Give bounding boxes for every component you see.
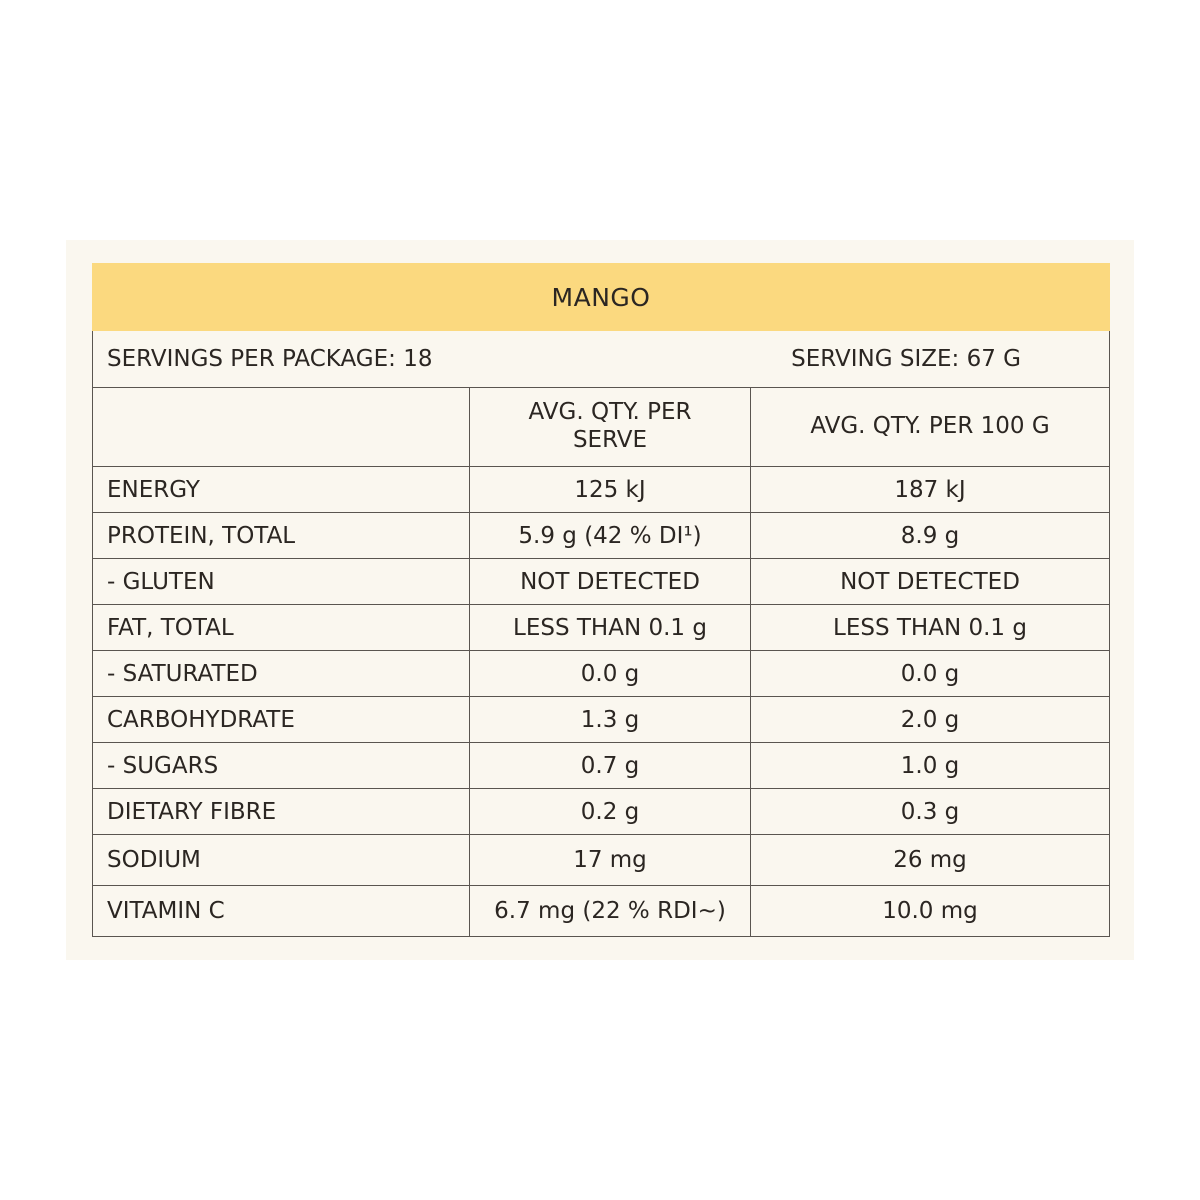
per-serve-value: 0.7 g (470, 743, 751, 788)
nutrient-name: SODIUM (93, 835, 470, 885)
per-100g-value: 0.0 g (900, 660, 960, 687)
serving-info: SERVINGS PER PACKAGE: 18 SERVING SIZE: 6… (93, 331, 1109, 388)
table-row: SODIUM 17 mg 26 mg (93, 835, 1109, 886)
nutrient-name: - GLUTEN (93, 559, 470, 604)
table-row: CARBOHYDRATE 1.3 g 2.0 g (93, 697, 1109, 743)
nutrient-name: VITAMIN C (93, 886, 470, 936)
per-100g-value: 2.0 g (900, 706, 960, 733)
per-100g-value: 1.0 g (900, 752, 960, 779)
per-serve-value: NOT DETECTED (470, 559, 751, 604)
per-100g-value: 8.9 g (900, 522, 960, 549)
per-serve-value: 5.9 g (42 % DI¹) (470, 513, 751, 558)
header-blank (93, 388, 470, 466)
per-serve-value: 1.3 g (470, 697, 751, 742)
per-serve-value: 17 mg (470, 835, 751, 885)
table-row: ENERGY 125 kJ 187 kJ (93, 467, 1109, 513)
nutrient-name: PROTEIN, TOTAL (93, 513, 470, 558)
header-per-100g: AVG. QTY. PER 100 G (810, 413, 1050, 440)
per-100g-value: 10.0 mg (882, 898, 978, 924)
product-title: MANGO (92, 263, 1110, 331)
table-row: FAT, TOTAL LESS THAN 0.1 g LESS THAN 0.1 g (93, 605, 1109, 651)
nutrition-table: MANGO SERVINGS PER PACKAGE: 18 SERVING S… (92, 263, 1110, 937)
per-serve-value: LESS THAN 0.1 g (470, 605, 751, 650)
nutrient-name: - SUGARS (93, 743, 470, 788)
per-100g-value: 187 kJ (894, 476, 966, 503)
nutrient-name: ENERGY (93, 467, 470, 512)
per-100g-value: 0.3 g (900, 798, 960, 825)
per-serve-value: 0.2 g (470, 789, 751, 834)
serving-size: SERVING SIZE: 67 G (791, 346, 1021, 372)
nutrient-name: - SATURATED (93, 651, 470, 696)
table-row: PROTEIN, TOTAL 5.9 g (42 % DI¹) 8.9 g (93, 513, 1109, 559)
nutrient-name: FAT, TOTAL (93, 605, 470, 650)
table-row: VITAMIN C 6.7 mg (22 % RDI~) 10.0 mg (93, 886, 1109, 936)
nutrient-name: DIETARY FIBRE (93, 789, 470, 834)
table-row: - SUGARS 0.7 g 1.0 g (93, 743, 1109, 789)
table-row: DIETARY FIBRE 0.2 g 0.3 g (93, 789, 1109, 835)
table-row: - GLUTEN NOT DETECTED NOT DETECTED (93, 559, 1109, 605)
nutrition-panel (66, 240, 1134, 960)
per-serve-value: 0.0 g (470, 651, 751, 696)
per-serve-value: 6.7 mg (22 % RDI~) (470, 886, 751, 936)
per-serve-value: 125 kJ (470, 467, 751, 512)
per-100g-value: NOT DETECTED (840, 568, 1020, 595)
header-per-serve: AVG. QTY. PER SERVE (470, 388, 751, 466)
nutrient-name: CARBOHYDRATE (93, 697, 470, 742)
servings-per-package: SERVINGS PER PACKAGE: 18 (107, 346, 433, 372)
header-per-serve-label: AVG. QTY. PER SERVE (528, 399, 692, 453)
per-100g-value: LESS THAN 0.1 g (833, 614, 1027, 641)
table-header: AVG. QTY. PER SERVE AVG. QTY. PER 100 G (93, 388, 1109, 467)
per-100g-value: 26 mg (893, 847, 967, 873)
table-row: - SATURATED 0.0 g 0.0 g (93, 651, 1109, 697)
